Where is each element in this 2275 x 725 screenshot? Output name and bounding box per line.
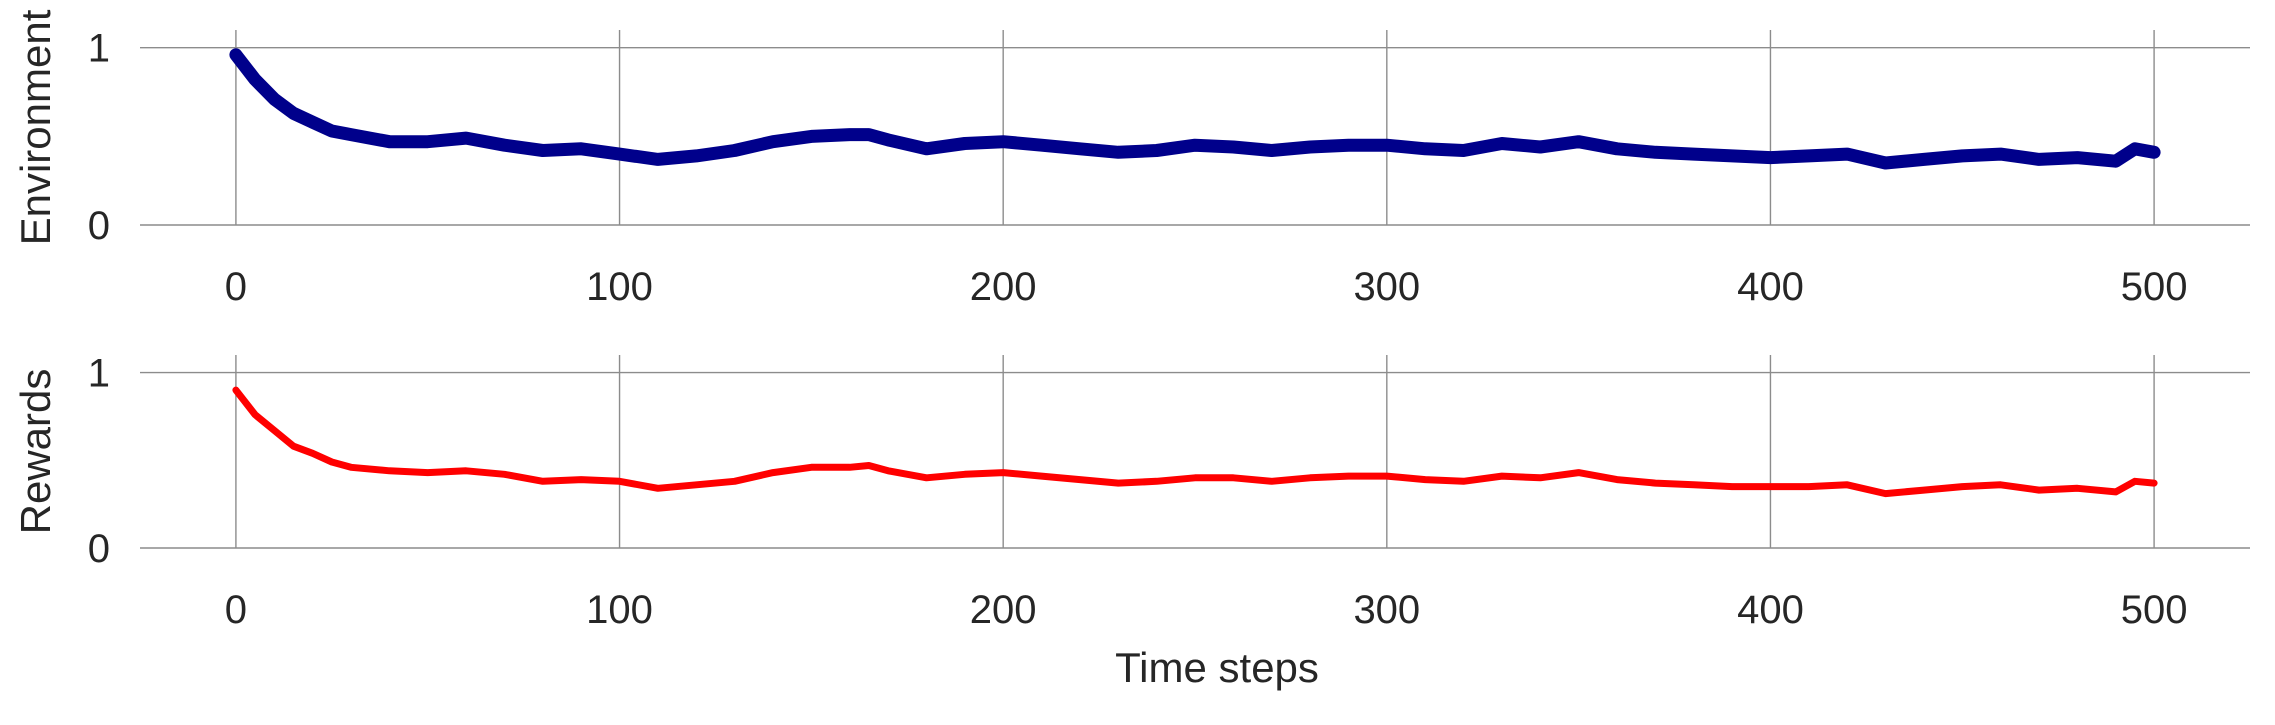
x-tick-label: 300 [1353, 265, 1420, 309]
x-axis-label: Time steps [1115, 644, 1319, 691]
x-tick-label: 300 [1353, 588, 1420, 632]
y-axis-label: Rewards [12, 369, 59, 535]
environment-series-line [229, 48, 2161, 170]
rewards-series-line [232, 386, 2158, 498]
y-axis-label: Environment [12, 9, 59, 245]
x-tick-label: 400 [1737, 588, 1804, 632]
y-tick-label: 0 [88, 527, 110, 571]
x-tick-label: 0 [225, 265, 247, 309]
x-tick-label: 500 [2121, 588, 2188, 632]
rewards-panel: 0 100 200 300 400 500 0 1 Rewards Time steps [12, 352, 2250, 691]
y-tick-label: 1 [88, 352, 110, 396]
environment-panel: 0 100 200 300 400 500 0 1 Environment [12, 9, 2250, 309]
y-tick-label: 0 [88, 204, 110, 248]
x-tick-label: 100 [586, 265, 653, 309]
x-tick-label: 400 [1737, 265, 1804, 309]
x-tick-label: 500 [2121, 265, 2188, 309]
x-tick-label: 100 [586, 588, 653, 632]
x-tick-label: 200 [970, 588, 1037, 632]
x-tick-label: 200 [970, 265, 1037, 309]
x-tick-label: 0 [225, 588, 247, 632]
y-tick-label: 1 [88, 27, 110, 71]
